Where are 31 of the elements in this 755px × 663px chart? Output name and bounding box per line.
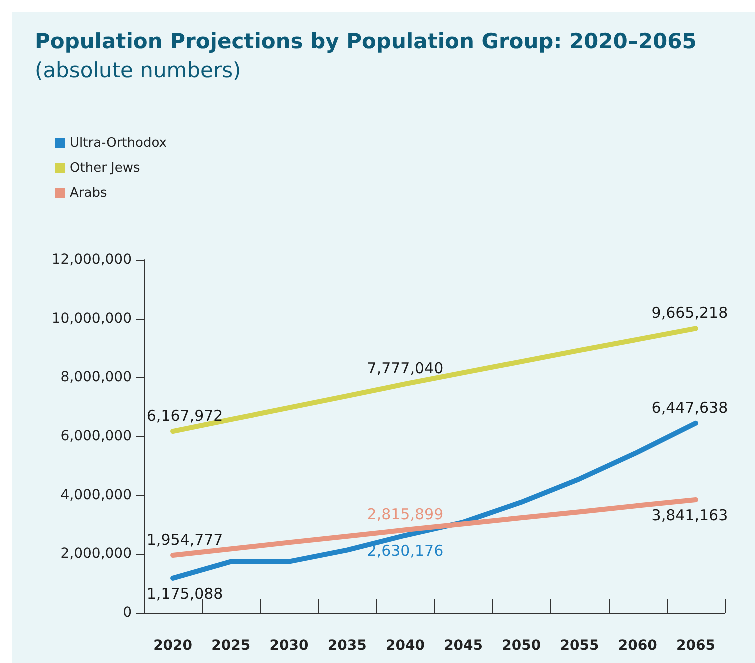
data-label: 6,447,638 xyxy=(652,398,728,417)
y-tick-label: 2,000,000 xyxy=(60,546,132,562)
y-tick-label: 4,000,000 xyxy=(60,487,132,504)
data-label: 2,630,176 xyxy=(367,542,444,560)
data-label: 9,665,218 xyxy=(652,304,728,322)
chart-title: Population Projections by Population Group: 2020–2065 xyxy=(35,30,697,54)
x-tick-label: 2045 xyxy=(444,638,484,654)
chart-subtitle: (absolute numbers) xyxy=(35,58,242,82)
y-tick-label: 10,000,000 xyxy=(52,310,132,327)
data-label: 1,954,777 xyxy=(146,530,224,549)
y-tick-label: 0 xyxy=(123,605,132,621)
x-tick-label: 2030 xyxy=(270,638,309,654)
legend-label: Other Jews xyxy=(70,161,141,176)
legend-label: Arabs xyxy=(70,186,108,201)
data-label: 6,167,972 xyxy=(146,407,224,426)
data-label: 3,841,163 xyxy=(652,506,728,525)
x-tick-label: 2040 xyxy=(386,638,426,654)
data-label: 2,815,899 xyxy=(367,506,444,524)
x-tick-label: 2055 xyxy=(560,638,600,654)
legend-label: Ultra-Orthodox xyxy=(70,136,168,151)
x-tick-label: 2060 xyxy=(618,638,658,654)
x-tick-label: 2065 xyxy=(676,638,716,654)
y-tick-label: 6,000,000 xyxy=(60,428,132,444)
x-tick-label: 2050 xyxy=(502,638,542,654)
x-tick-label: 2020 xyxy=(154,638,193,654)
y-tick-label: 12,000,000 xyxy=(52,252,132,268)
x-tick-label: 2035 xyxy=(328,638,367,654)
data-label: 7,777,040 xyxy=(367,360,444,378)
x-tick-label: 2025 xyxy=(212,638,251,654)
data-label: 1,175,088 xyxy=(146,584,224,603)
y-tick-label: 8,000,000 xyxy=(60,370,132,386)
